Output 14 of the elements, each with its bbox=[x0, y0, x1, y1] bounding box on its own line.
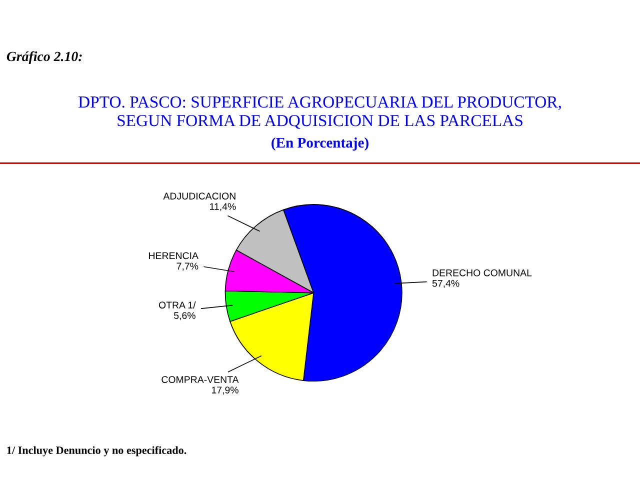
data-label: 17,9% bbox=[212, 386, 238, 395]
chart-title: DPTO. PASCO: SUPERFICIE AGROPECUARIA DEL PRODUCTOR, SEGUN FORMA DE ADQUISICION DE LAS PARCELAS bbox=[78, 96, 561, 129]
text: Gráfico 2.10: bbox=[6, 51, 82, 64]
text: 1/ Incluye Denuncio y no especificado. bbox=[7, 446, 186, 456]
slice-label: DERECHO COMUNAL bbox=[432, 269, 532, 276]
data-label: 7,7% bbox=[176, 262, 198, 271]
data-label: 11,4% bbox=[210, 203, 236, 212]
data-label: 5,6% bbox=[174, 312, 196, 320]
slice-label: OTRA 1/ bbox=[158, 301, 196, 308]
chart-subtitle: (En Porcentaje) bbox=[272, 137, 368, 151]
slice-label: HERENCIA bbox=[149, 252, 198, 260]
slice-label: COMPRA-VENTA bbox=[162, 376, 239, 384]
slice-label: ADJUDICACION bbox=[163, 192, 236, 200]
data-label: 57,4% bbox=[432, 280, 460, 288]
